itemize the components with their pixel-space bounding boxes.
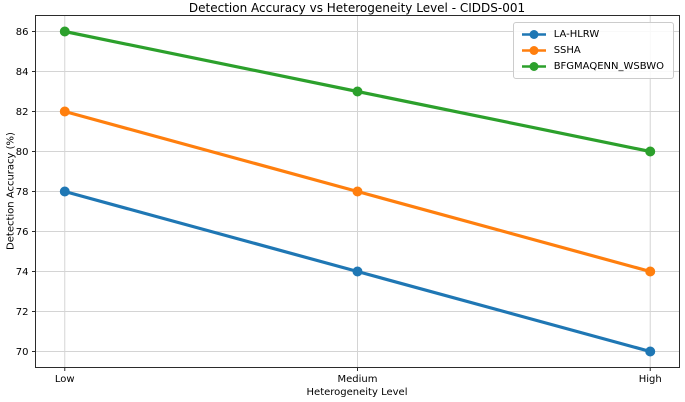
legend-marker-icon [521, 62, 546, 71]
data-point [59, 106, 70, 117]
y-tick-label: 86 [16, 27, 29, 38]
data-point [645, 346, 656, 357]
legend-item: LA-HLRW [521, 28, 664, 41]
legend-label: LA-HLRW [553, 29, 600, 40]
y-tick-label: 72 [16, 307, 29, 318]
chart-title: Detection Accuracy vs Heterogeneity Leve… [188, 1, 526, 15]
x-tick-label: Medium [338, 374, 378, 385]
data-point [352, 266, 363, 277]
x-tick-label: Low [55, 374, 75, 385]
y-tick-label: 70 [16, 347, 29, 358]
y-tick-label: 82 [16, 107, 29, 118]
legend-item: SSHA [521, 44, 664, 57]
y-tick-label: 84 [16, 67, 29, 78]
data-point [645, 266, 656, 277]
data-point [352, 86, 363, 97]
data-point [352, 186, 363, 197]
legend-marker-icon [521, 30, 546, 39]
x-tick-label: High [639, 374, 662, 385]
legend-marker-icon [521, 46, 546, 55]
y-axis-label: Detection Accuracy (%) [5, 132, 17, 250]
y-tick-label: 76 [16, 227, 29, 238]
legend-label: BFGMAQENN_WSBWO [553, 61, 664, 72]
y-tick-label: 74 [16, 267, 29, 278]
data-point [59, 26, 70, 37]
y-tick-label: 80 [16, 147, 29, 158]
x-axis-label: Heterogeneity Level [306, 387, 408, 398]
data-point [59, 186, 70, 197]
y-tick-label: 78 [16, 187, 29, 198]
legend-label: SSHA [553, 45, 581, 56]
legend: LA-HLRW SSHA BFGMAQENN_WSBWO [512, 22, 674, 79]
legend-item: BFGMAQENN_WSBWO [521, 60, 664, 73]
data-point [645, 146, 656, 157]
